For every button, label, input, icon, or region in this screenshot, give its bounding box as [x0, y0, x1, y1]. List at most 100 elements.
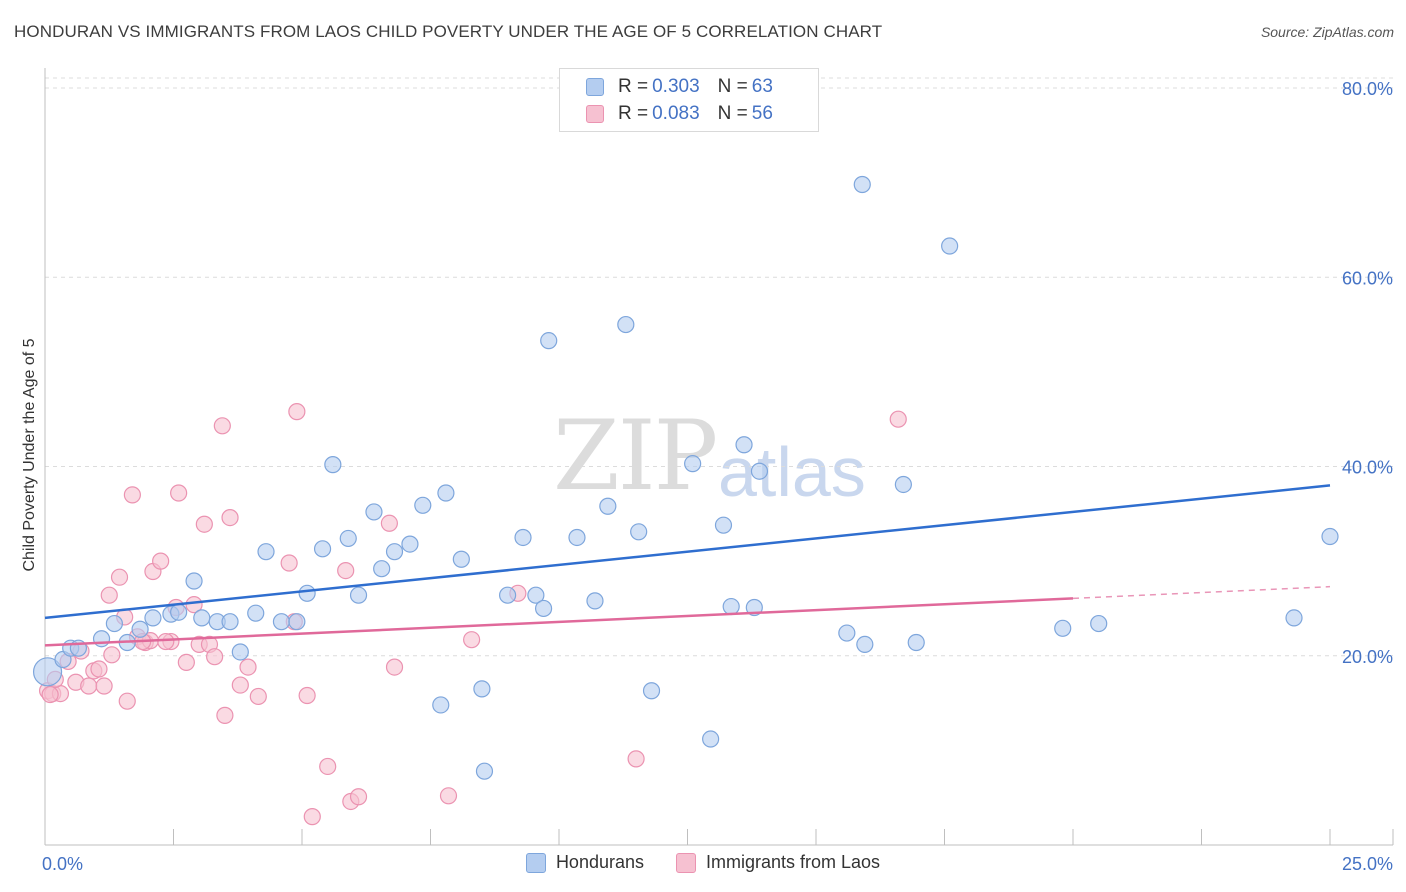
honduran-point [856, 635, 874, 653]
laos-point [249, 687, 267, 706]
honduran-point [401, 535, 419, 553]
laos-point [439, 787, 458, 805]
y-tick-label: 60.0% [1342, 268, 1393, 288]
honduran-point [272, 613, 291, 631]
honduran-point [288, 613, 306, 631]
honduran-point [349, 586, 368, 604]
honduran-point [702, 730, 720, 748]
laos-point [221, 508, 239, 527]
honduran-point [745, 598, 763, 617]
honduran-point [586, 592, 604, 610]
laos-point [100, 586, 118, 604]
honduran-point [92, 630, 111, 648]
legend-r-label: R = [618, 76, 649, 97]
source-label: Source: ZipAtlas.com [1260, 24, 1394, 40]
axes [44, 68, 1394, 846]
honduran-point [247, 604, 265, 622]
honduran-point [131, 620, 149, 638]
honduran-point [534, 599, 553, 618]
honduran-point [313, 540, 332, 558]
trend-line-laos [44, 597, 1074, 647]
laos-point [41, 685, 59, 704]
trend-line-hondurans [44, 484, 1331, 620]
y-tick-label: 80.0% [1342, 79, 1393, 99]
legend-label-hondurans: Hondurans [555, 852, 644, 872]
series-legend: Hondurans Immigrants from Laos [0, 852, 1406, 873]
honduran-point [853, 175, 871, 194]
laos-point [123, 486, 141, 504]
laos-point [231, 676, 249, 694]
legend-row-hondurans: R = 0.303 N = 63 [586, 76, 773, 98]
honduran-point [324, 456, 342, 474]
honduran-point [540, 332, 558, 350]
honduran-point [414, 496, 432, 514]
correlation-legend: R = 0.303 N = 63 R = 0.083 N = 56 [559, 68, 819, 132]
trend-line-laos-extension [1072, 585, 1331, 600]
laos-point [627, 750, 645, 768]
honduran-point [473, 680, 491, 698]
honduran-point [432, 696, 450, 714]
laos-point [170, 484, 188, 502]
honduran-point [475, 762, 494, 780]
laos-point [80, 677, 98, 695]
laos-point [380, 514, 398, 532]
honduran-point [170, 603, 188, 621]
honduran-point [750, 462, 769, 480]
laos-point [206, 648, 224, 666]
laos-point [298, 686, 316, 705]
honduran-point [231, 643, 249, 661]
laos-point [288, 403, 306, 421]
honduran-point [257, 543, 275, 561]
honduran-point [221, 613, 239, 631]
honduran-point [514, 528, 532, 547]
laos-point [157, 632, 175, 651]
y-tick-label: 20.0% [1342, 647, 1393, 667]
chart-title: HONDURAN VS IMMIGRANTS FROM LAOS CHILD P… [14, 22, 883, 41]
laos-point [337, 561, 355, 580]
laos-point [177, 653, 195, 671]
legend-n-value: 56 [751, 103, 773, 124]
honduran-point [568, 528, 586, 547]
honduran-point [714, 516, 733, 534]
legend-item-laos: Immigrants from Laos [676, 852, 880, 873]
honduran-point [298, 584, 316, 602]
laos-point [216, 706, 234, 724]
honduran-point [105, 614, 123, 633]
honduran-point [894, 475, 912, 494]
honduran-point [722, 597, 740, 616]
honduran-point [527, 586, 545, 604]
gridlines [45, 77, 1393, 657]
honduran-point [437, 484, 455, 502]
honduran-point [642, 682, 661, 700]
honduran-point [838, 624, 856, 642]
tick-labels: 20.0% 40.0% 60.0% 80.0% 0.0% 25.0% [42, 79, 1393, 874]
laos-point [213, 417, 231, 435]
laos-point [889, 410, 907, 428]
honduran-point [735, 436, 753, 454]
honduran-point [1054, 619, 1072, 637]
pink-swatch [586, 105, 604, 123]
laos-point [349, 788, 368, 806]
laos-point [152, 552, 170, 570]
legend-r-value: 0.083 [652, 103, 700, 124]
honduran-point [1285, 609, 1303, 627]
legend-r-label: R = [618, 103, 649, 124]
laos-point [385, 658, 404, 676]
blue-swatch [586, 78, 604, 96]
legend-r-value: 0.303 [652, 76, 700, 97]
honduran-point [144, 609, 162, 627]
honduran-point [339, 529, 357, 548]
legend-n-label: N = [717, 103, 748, 124]
laos-point [95, 677, 113, 695]
laos-point [280, 554, 298, 572]
legend-row-laos: R = 0.083 N = 56 [586, 103, 773, 125]
honduran-point [373, 560, 391, 578]
y-tick-label: 40.0% [1342, 458, 1393, 478]
honduran-point [193, 609, 211, 627]
laos-point [463, 631, 481, 649]
legend-n-value: 63 [751, 76, 773, 97]
pink-swatch [676, 852, 696, 873]
x-tick-label: 25.0% [1342, 854, 1393, 874]
honduran-point [941, 237, 959, 255]
